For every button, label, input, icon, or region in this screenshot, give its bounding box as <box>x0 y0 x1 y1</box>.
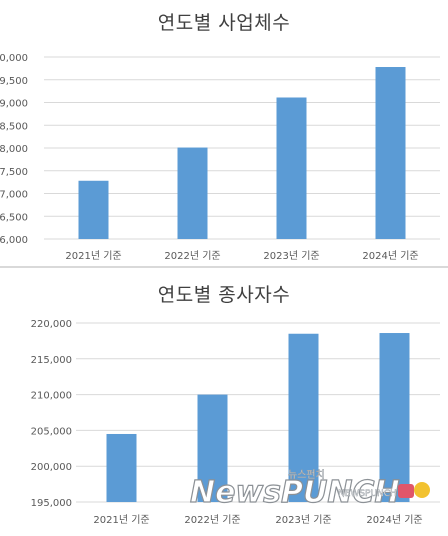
y-tick-label: 205,000 <box>31 426 72 437</box>
chart-divider <box>0 266 448 268</box>
y-tick-label: 38,500 <box>0 121 28 132</box>
y-tick-label: 38,000 <box>0 144 28 155</box>
x-tick-label: 2023년 기준 <box>263 250 319 262</box>
bar <box>276 97 307 240</box>
bar <box>379 333 410 502</box>
y-tick-label: 36,000 <box>0 235 28 246</box>
x-tick-label: 2023년 기준 <box>275 514 331 526</box>
chart-business-count: 연도별 사업체수 36,00036,50037,00037,50038,0003… <box>0 0 448 266</box>
x-tick-label: 2022년 기준 <box>164 250 220 262</box>
x-tick-label: 2021년 기준 <box>93 514 149 526</box>
bar <box>197 394 228 502</box>
y-tick-label: 200,000 <box>31 462 72 473</box>
y-tick-label: 40,000 <box>0 53 28 64</box>
y-tick-label: 215,000 <box>31 355 72 366</box>
bar-chart-svg: 36,000 36,500 37,000 37,500 38,000 38,500 39,0… <box>0 53 440 262</box>
bar <box>288 333 319 502</box>
y-tick-label: 37,500 <box>0 167 28 178</box>
chart-employee-count: 연도별 종사자수 195,000 200,000 205,000 210,000 215… <box>0 268 448 536</box>
y-tick-label: 39,000 <box>0 99 28 110</box>
x-tick-label: 2024년 기준 <box>366 514 422 526</box>
bar <box>78 180 109 239</box>
x-tick-label: 2021년 기준 <box>65 250 121 262</box>
bar <box>106 433 137 502</box>
bar <box>177 147 208 239</box>
chart-title: 연도별 사업체수 <box>157 12 291 34</box>
y-tick-label: 220,000 <box>31 319 72 330</box>
bar <box>375 67 406 239</box>
bar-chart-svg: 195,000 200,000 205,000 210,000 215,000 220,0… <box>31 319 440 526</box>
y-tick-label: 39,500 <box>0 76 28 87</box>
y-tick-label: 210,000 <box>31 391 72 402</box>
y-tick-label: 37,000 <box>0 190 28 201</box>
y-tick-label: 36,500 <box>0 212 28 223</box>
y-tick-label: 195,000 <box>31 498 72 509</box>
x-tick-label: 2022년 기준 <box>184 514 240 526</box>
chart-title: 연도별 종사자수 <box>157 284 291 306</box>
x-tick-label: 2024년 기준 <box>362 250 418 262</box>
